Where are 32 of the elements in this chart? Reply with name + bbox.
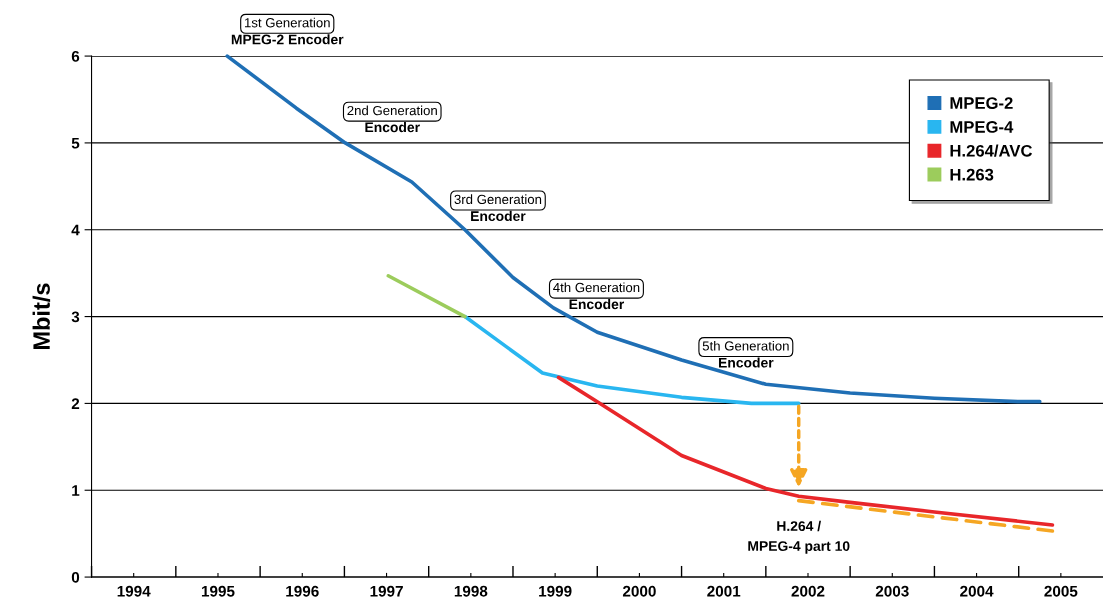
line-series xyxy=(225,54,1042,404)
y-tick-label: 6 xyxy=(71,50,80,62)
x-tick-label: 1999 xyxy=(539,585,572,597)
x-tick-label: 2004 xyxy=(960,585,994,597)
y-tick-label: 1 xyxy=(72,485,80,496)
y-tick-label: 0 xyxy=(71,571,80,583)
annotation: 3rd Generation Encoder xyxy=(454,194,542,222)
y-tick-label: 2 xyxy=(71,398,80,409)
x-tick-label: 2003 xyxy=(875,585,909,597)
annotation: H.264 / MPEG-4 part 10 xyxy=(748,520,850,554)
x-tick-label: 2001 xyxy=(707,585,741,597)
y-tick-label: 4 xyxy=(71,224,80,236)
annotation: 2nd Generation Encoder xyxy=(347,105,437,133)
y-tick-label: 3 xyxy=(71,311,80,323)
y-axis-title: Mbit/s xyxy=(32,283,51,350)
x-tick-label: 1998 xyxy=(454,585,488,597)
x-tick-label: 1994 xyxy=(117,585,151,597)
x-tick-label: 1995 xyxy=(201,585,235,597)
x-tick-label: 2005 xyxy=(1044,585,1078,597)
annotation: 5th Generation Encoder xyxy=(702,340,789,368)
x-tick-label: 1997 xyxy=(370,585,403,597)
legend-label: H.263 xyxy=(950,168,994,181)
annotation: 4th Generation Encoder xyxy=(553,282,640,310)
x-tick-label: 2000 xyxy=(622,585,656,597)
legend-label: MPEG-4 xyxy=(950,121,1014,133)
x-tick-label: 2002 xyxy=(791,585,825,597)
y-tick-label: 5 xyxy=(71,137,80,149)
legend-label: H.264/AVC xyxy=(950,144,1033,157)
line-series xyxy=(463,314,801,406)
x-tick-label: 1996 xyxy=(286,585,319,597)
annotation: 1st Generation MPEG-2 Encoder xyxy=(231,17,344,45)
legend-label: MPEG-2 xyxy=(950,97,1013,109)
